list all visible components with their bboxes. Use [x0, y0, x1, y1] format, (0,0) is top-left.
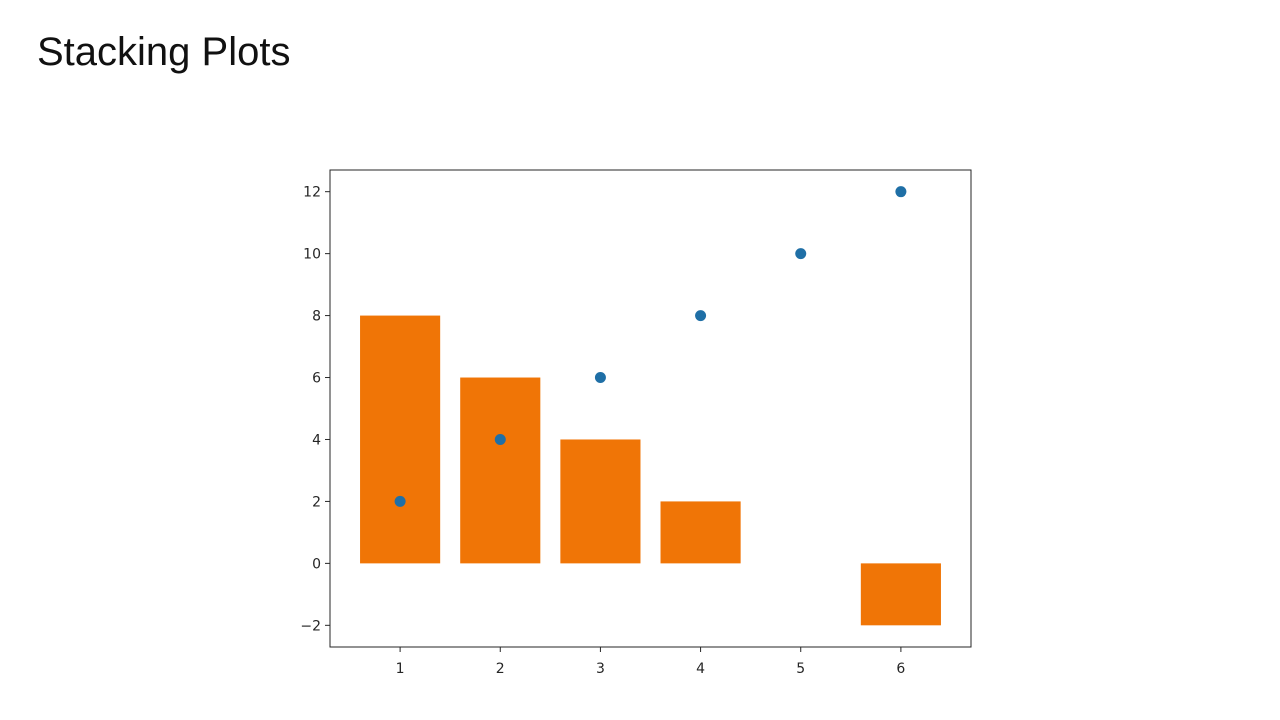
x-tick-label: 4 [696, 661, 705, 677]
scatter-point-6 [895, 186, 907, 198]
x-tick-label: 2 [496, 661, 505, 677]
x-tick-label: 3 [596, 661, 605, 677]
bar-6 [860, 563, 941, 626]
points-group [394, 186, 907, 507]
x-tick-label: 5 [796, 661, 805, 677]
scatter-point-3 [594, 372, 606, 384]
plot-frame [329, 169, 972, 648]
scatter-point-4 [695, 310, 707, 322]
bar-1 [360, 315, 441, 564]
bar-4 [660, 501, 741, 564]
slide-title: Stacking Plots [37, 30, 291, 74]
y-tick-label: 8 [312, 309, 321, 325]
y-tick-label: 0 [312, 556, 321, 572]
x-axis: 1 2 3 4 5 6 [396, 647, 905, 677]
x-tick-label: 6 [896, 661, 905, 677]
scatter-point-2 [494, 433, 506, 445]
scatter-point-5 [795, 248, 807, 260]
bar-2 [460, 377, 541, 564]
x-tick-label: 1 [396, 661, 405, 677]
y-tick-label: −2 [300, 618, 321, 634]
y-tick-label: 6 [312, 371, 321, 387]
y-tick-label: 12 [303, 185, 321, 201]
y-tick-label: 2 [312, 494, 321, 510]
scatter-point-1 [394, 495, 406, 507]
bars-group [360, 315, 941, 626]
y-tick-label: 4 [312, 432, 321, 448]
bar-3 [560, 439, 641, 564]
y-axis: −2 0 2 4 6 8 10 12 [300, 185, 330, 634]
y-tick-label: 10 [303, 247, 321, 263]
